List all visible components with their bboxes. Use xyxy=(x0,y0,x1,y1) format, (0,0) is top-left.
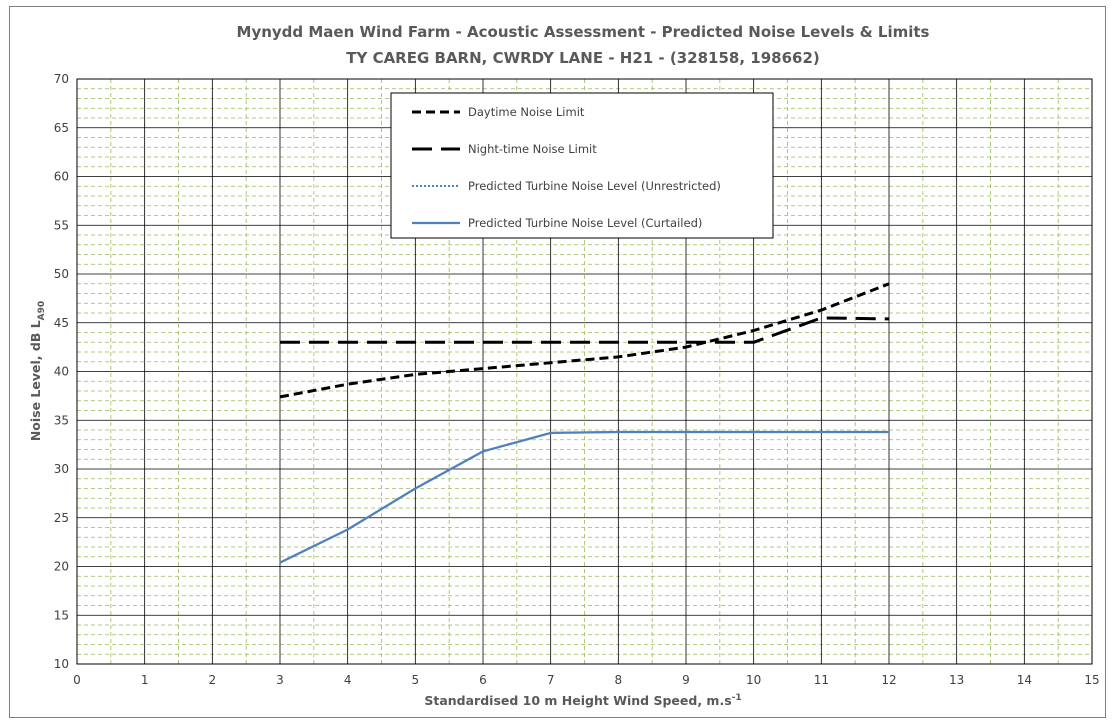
chart-subtitle: TY CAREG BARN, CWRDY LANE - H21 - (32815… xyxy=(346,49,820,67)
x-tick-label: 13 xyxy=(949,673,964,687)
x-tick-label: 2 xyxy=(209,673,217,687)
y-tick-label: 40 xyxy=(54,365,69,379)
y-tick-label: 30 xyxy=(54,462,69,476)
y-axis-label: Noise Level, dB LA90 xyxy=(28,301,47,441)
y-tick-label: 60 xyxy=(54,170,69,184)
x-tick-label: 15 xyxy=(1084,673,1099,687)
y-tick-label: 10 xyxy=(54,657,69,671)
y-axis-ticks: 10 15 20 25 30 35 40 45 50 55 60 65 70 xyxy=(54,72,69,671)
x-tick-label: 12 xyxy=(881,673,896,687)
legend-label-2: Predicted Turbine Noise Level (Unrestric… xyxy=(468,179,721,193)
y-axis-label-main: Noise Level, dB L xyxy=(28,320,43,441)
x-tick-label: 4 xyxy=(344,673,352,687)
x-axis-label: Standardised 10 m Height Wind Speed, m.s… xyxy=(424,693,741,708)
y-tick-label: 50 xyxy=(54,267,69,281)
legend: Daytime Noise Limit Night-time Noise Limi… xyxy=(390,92,774,239)
x-axis-label-superscript: -1 xyxy=(732,693,742,703)
series-line-3 xyxy=(279,430,889,564)
x-tick-label: 0 xyxy=(73,673,81,687)
y-axis-label-subscript: A90 xyxy=(37,301,47,321)
x-tick-label: 8 xyxy=(615,673,623,687)
x-tick-label: 7 xyxy=(547,673,555,687)
x-tick-label: 14 xyxy=(1017,673,1032,687)
x-tick-label: 5 xyxy=(412,673,420,687)
x-tick-label: 11 xyxy=(814,673,829,687)
y-tick-label: 35 xyxy=(54,413,69,427)
x-tick-label: 1 xyxy=(141,673,149,687)
series-line-0 xyxy=(279,282,890,399)
y-tick-label: 15 xyxy=(54,608,69,622)
y-tick-label: 65 xyxy=(54,121,69,135)
x-axis-ticks: 0 1 2 3 4 5 6 7 8 9 10 11 12 13 14 15 xyxy=(73,673,1099,687)
legend-box xyxy=(390,92,774,239)
y-tick-label: 20 xyxy=(54,560,69,574)
series-line-1 xyxy=(280,316,890,344)
plot-area-border xyxy=(76,78,1093,665)
legend-label-1: Night-time Noise Limit xyxy=(468,142,597,156)
x-tick-label: 9 xyxy=(682,673,690,687)
chart-title: Mynydd Maen Wind Farm - Acoustic Assessm… xyxy=(237,23,930,41)
y-tick-label: 55 xyxy=(54,218,69,232)
legend-label-3: Predicted Turbine Noise Level (Curtailed… xyxy=(468,216,702,230)
y-tick-label: 25 xyxy=(54,511,69,525)
x-tick-label: 10 xyxy=(746,673,761,687)
x-tick-label: 6 xyxy=(479,673,487,687)
grid-major xyxy=(76,78,1093,665)
x-axis-label-main: Standardised 10 m Height Wind Speed, m.s xyxy=(424,693,731,708)
x-tick-label: 3 xyxy=(276,673,284,687)
series-layer xyxy=(279,282,890,564)
y-tick-label: 45 xyxy=(54,316,69,330)
legend-label-0: Daytime Noise Limit xyxy=(468,105,585,119)
y-tick-label: 70 xyxy=(54,72,69,86)
